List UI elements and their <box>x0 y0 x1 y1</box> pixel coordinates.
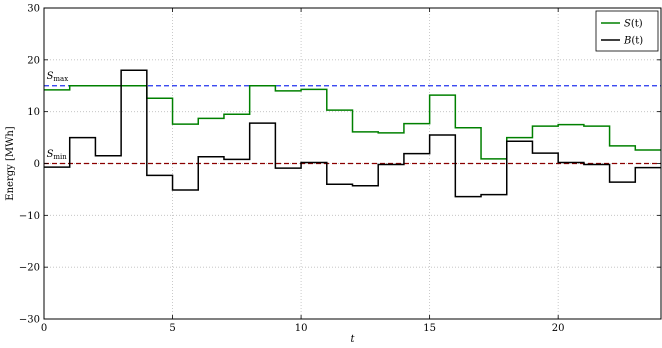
y-tick-label: 20 <box>27 55 40 66</box>
reference-lines <box>44 85 661 165</box>
series-lines <box>44 69 661 198</box>
x-axis-label: t <box>350 334 355 345</box>
y-tick-label: −20 <box>19 263 40 274</box>
x-tick-label: 0 <box>41 323 47 334</box>
legend-label-s: S(t) <box>624 19 643 30</box>
series-line-s <box>44 85 661 160</box>
axis-ticks: 0 5 10 15 20 −30 −20 −10 0 10 20 30 <box>19 4 661 334</box>
annotation-s-max: Smax <box>47 71 69 83</box>
y-tick-label: 0 <box>34 159 40 170</box>
y-tick-label: −10 <box>19 211 40 222</box>
x-tick-label: 5 <box>169 323 175 334</box>
x-tick-label: 15 <box>423 323 436 334</box>
annotation-s-min: Smin <box>47 149 68 161</box>
y-tick-label: −30 <box>19 315 40 326</box>
y-tick-label: 10 <box>27 107 40 118</box>
x-tick-label: 10 <box>295 323 308 334</box>
legend-label-b: B(t) <box>623 36 643 47</box>
series-line-b <box>44 69 661 198</box>
y-tick-label: 30 <box>27 4 40 15</box>
annotations: Smax Smin <box>47 71 69 161</box>
legend: S(t) B(t) <box>595 10 659 52</box>
x-tick-label: 20 <box>552 323 565 334</box>
legend-box <box>595 10 659 52</box>
y-axis-label: Energy [MWh] <box>5 126 16 201</box>
